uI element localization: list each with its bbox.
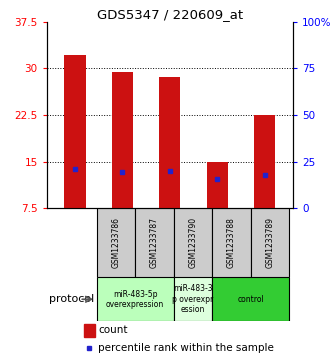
Text: GSM1233788: GSM1233788	[227, 217, 236, 268]
Text: GSM1233790: GSM1233790	[188, 217, 197, 268]
Bar	[159, 77, 180, 208]
Bar	[212, 208, 251, 277]
Bar	[174, 277, 212, 321]
Bar	[254, 115, 275, 208]
Bar	[97, 277, 174, 321]
Text: miR-483-5p
overexpression: miR-483-5p overexpression	[106, 290, 164, 309]
Text: miR-483-3
p overexpr
ession: miR-483-3 p overexpr ession	[172, 284, 213, 314]
Text: GSM1233786: GSM1233786	[112, 217, 121, 268]
Bar	[212, 277, 289, 321]
Text: count: count	[98, 325, 128, 335]
Text: percentile rank within the sample: percentile rank within the sample	[98, 343, 274, 353]
Bar	[135, 208, 174, 277]
Bar	[174, 208, 212, 277]
Title: GDS5347 / 220609_at: GDS5347 / 220609_at	[97, 8, 243, 21]
Text: GSM1233789: GSM1233789	[265, 217, 274, 268]
Bar	[84, 324, 95, 337]
Text: protocol: protocol	[49, 294, 94, 304]
Bar	[251, 208, 289, 277]
Bar	[64, 55, 86, 208]
Bar	[112, 72, 133, 208]
Bar	[206, 162, 228, 208]
Text: control: control	[237, 295, 264, 304]
Bar	[97, 208, 135, 277]
Text: GSM1233787: GSM1233787	[150, 217, 159, 268]
